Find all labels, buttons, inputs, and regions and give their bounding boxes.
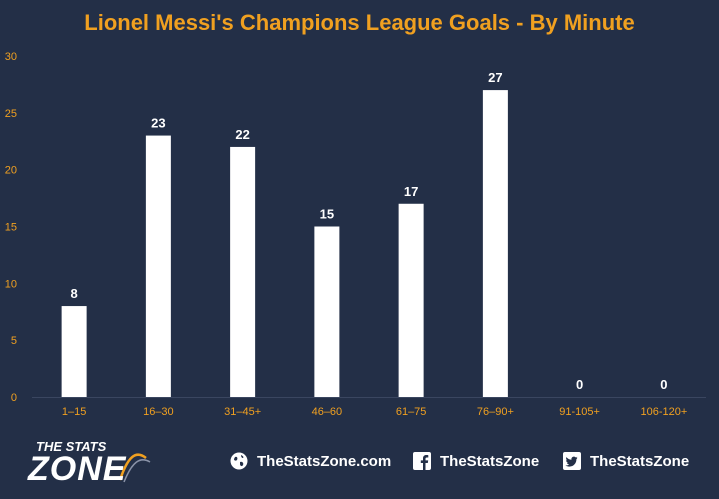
website-link[interactable]: TheStatsZone.com [229,450,391,472]
y-tick-label: 25 [5,108,17,120]
bar [482,90,508,397]
logo-top-text: THE STATS [36,439,107,454]
chart-title: Lionel Messi's Champions League Goals - … [84,10,635,35]
data-label: 17 [404,184,418,199]
y-tick-label: 10 [5,278,17,290]
globe-icon [230,452,248,470]
x-tick-label: 31–45+ [224,406,261,418]
facebook-icon [413,452,431,470]
y-tick-label: 0 [11,392,17,404]
bar [230,146,256,397]
data-label: 23 [151,116,165,131]
facebook-text: TheStatsZone [440,452,540,470]
y-tick-label: 20 [5,165,17,177]
website-text: TheStatsZone.com [257,452,392,470]
data-label: 0 [576,377,583,392]
data-labels-group: 8 23 22 15 17 27 0 0 [71,70,668,392]
x-tick-label: 46–60 [312,406,343,418]
logo-swoosh-icon [118,453,151,483]
x-tick-label: 76–90+ [477,406,514,418]
bar [314,226,340,397]
footer: THE STATS ZONE TheStatsZone.com TheStats… [0,430,719,499]
y-tick-label: 15 [5,222,17,234]
bar [61,306,87,397]
x-tick-label: 16–30 [143,406,174,418]
bar [398,203,424,397]
data-label: 0 [660,377,667,392]
bar [145,135,171,398]
x-axis-ticks: 1–15 16–30 31–45+ 46–60 61–75 76–90+ 91-105+ 10… [62,406,687,418]
data-label: 15 [320,207,334,222]
x-tick-label: 106-120+ [640,406,687,418]
data-label: 22 [235,127,249,142]
data-label: 27 [488,70,502,85]
y-tick-label: 30 [5,51,17,63]
bars-group [61,90,508,398]
twitter-icon [563,452,581,470]
data-label: 8 [71,286,78,301]
y-tick-label: 5 [11,335,17,347]
twitter-link[interactable]: TheStatsZone [562,450,689,472]
x-tick-label: 91-105+ [559,406,600,418]
stats-zone-logo: THE STATS ZONE [28,436,163,491]
bar-chart: 0 5 10 15 20 25 30 8 23 22 15 17 27 0 0 1–15 16–30 31–4… [5,51,706,418]
y-axis-ticks: 0 5 10 15 20 25 30 [5,51,17,404]
logo-main-text: ZONE [28,450,127,488]
twitter-text: TheStatsZone [590,452,690,470]
x-tick-label: 1–15 [62,406,86,418]
facebook-link[interactable]: TheStatsZone [412,450,539,472]
x-tick-label: 61–75 [396,406,427,418]
